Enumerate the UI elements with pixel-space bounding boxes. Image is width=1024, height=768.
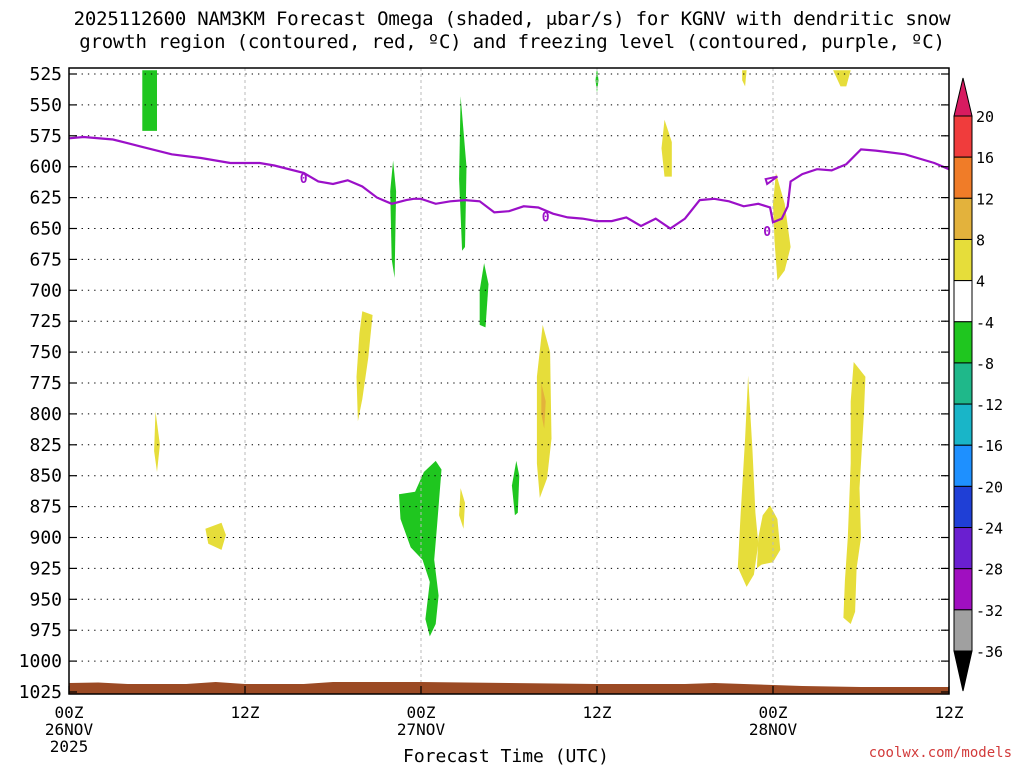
terrain-area	[69, 682, 949, 694]
colorbar-label: -28	[976, 561, 1003, 579]
y-tick-label: 525	[29, 64, 62, 85]
y-tick-label: 1000	[19, 651, 62, 672]
omega-region	[661, 119, 672, 177]
freezing-level-closed-contour	[764, 175, 778, 186]
y-tick-label: 975	[29, 620, 62, 641]
omega-region	[399, 460, 442, 637]
colorbar-label: 16	[976, 149, 994, 167]
y-tick-label: 775	[29, 373, 62, 394]
omega-region	[833, 70, 851, 87]
x-tick-label: 26NOV	[45, 720, 94, 739]
colorbar-label: -24	[976, 520, 1003, 538]
y-tick-label: 700	[29, 280, 62, 301]
omega-region	[541, 383, 546, 429]
omega-region	[459, 96, 467, 251]
freezing-level-label: 0	[763, 225, 771, 240]
x-tick-label: 00Z	[407, 703, 436, 722]
omega-region	[773, 172, 791, 281]
freezing-level-line	[68, 135, 950, 230]
colorbar-segment	[953, 197, 973, 240]
freezing-level-contour: 0 0 0	[68, 135, 950, 240]
colorbar-segment	[953, 321, 973, 364]
omega-region	[843, 362, 866, 624]
colorbar-label: -32	[976, 602, 1003, 620]
colorbar-segment	[953, 403, 973, 446]
colorbar-bottom-triangle	[953, 650, 973, 692]
terrain-fill	[69, 682, 949, 694]
freezing-level-label: 0	[542, 210, 550, 225]
y-tick-label: 600	[29, 157, 62, 178]
y-tick-label: 925	[29, 558, 62, 579]
chart-title-line2: growth region (contoured, red, ºC) and f…	[79, 31, 945, 53]
y-tick-label: 1025	[19, 682, 62, 703]
omega-region	[479, 263, 489, 328]
omega-region	[737, 375, 759, 587]
x-tick-label: 2025	[50, 737, 89, 756]
omega-region	[390, 160, 397, 278]
colorbar-segment	[953, 280, 973, 323]
y-tick-label: 900	[29, 528, 62, 549]
y-tick-label: 800	[29, 404, 62, 425]
colorbar-segment	[953, 444, 973, 487]
y-tick-label: 725	[29, 311, 62, 332]
colorbar-segment	[953, 115, 973, 158]
colorbar-label: -12	[976, 396, 1003, 414]
y-axis: 525 550 575 600 625 650 675 700 725 750 775 800 825 8…	[19, 64, 949, 703]
colorbar-segment	[953, 485, 973, 529]
chart-grid	[69, 68, 949, 694]
colorbar-label: 20	[976, 108, 994, 126]
y-tick-label: 750	[29, 342, 62, 363]
omega-region	[142, 70, 157, 131]
omega-region	[154, 411, 160, 472]
colorbar-label: -16	[976, 437, 1003, 455]
colorbar-label: -36	[976, 643, 1003, 661]
freezing-level-label: 0	[300, 172, 308, 187]
omega-region	[742, 70, 747, 87]
colorbar-segment	[953, 238, 973, 282]
x-tick-label: 00Z	[759, 703, 788, 722]
x-tick-label: 12Z	[583, 703, 612, 722]
colorbar-segment	[953, 527, 973, 570]
colorbar-segment	[953, 156, 973, 199]
y-tick-label: 950	[29, 589, 62, 610]
colorbar-label: 12	[976, 190, 994, 208]
y-tick-label: 650	[29, 219, 62, 240]
omega-region	[511, 460, 520, 516]
colorbar-segment	[953, 609, 973, 652]
omega-region	[459, 488, 465, 529]
y-tick-label: 875	[29, 497, 62, 518]
x-tick-label: 12Z	[935, 703, 964, 722]
colorbar-label: -20	[976, 478, 1003, 496]
x-axis-title: Forecast Time (UTC)	[403, 746, 609, 767]
colorbar-segment	[953, 568, 973, 611]
colorbar: 20 16 12 8 4 -4 -8 -12 -16 -20 -24 -28 -32 -36	[953, 77, 1003, 692]
y-tick-label: 625	[29, 188, 62, 209]
omega-region	[356, 311, 373, 422]
colorbar-label: 8	[976, 231, 985, 249]
y-tick-label: 550	[29, 95, 62, 116]
colorbar-label: -4	[976, 314, 994, 332]
x-tick-label: 00Z	[55, 703, 84, 722]
colorbar-segment	[953, 362, 973, 405]
y-tick-label: 825	[29, 435, 62, 456]
x-tick-label: 27NOV	[397, 720, 446, 739]
y-tick-label: 675	[29, 249, 62, 270]
y-tick-label: 575	[29, 126, 62, 147]
plot-frame	[68, 67, 950, 695]
omega-regions	[142, 67, 866, 637]
colorbar-label: 4	[976, 273, 985, 291]
x-tick-label: 12Z	[231, 703, 260, 722]
omega-region	[205, 522, 226, 550]
colorbar-label: -8	[976, 355, 994, 373]
omega-region	[756, 505, 781, 569]
chart-title-line1: 2025112600 NAM3KM Forecast Omega (shaded…	[73, 8, 951, 30]
colorbar-top-triangle	[953, 77, 973, 117]
x-tick-label: 28NOV	[749, 720, 798, 739]
credit-text: coolwx.com/models	[868, 745, 1012, 761]
y-tick-label: 850	[29, 466, 62, 487]
